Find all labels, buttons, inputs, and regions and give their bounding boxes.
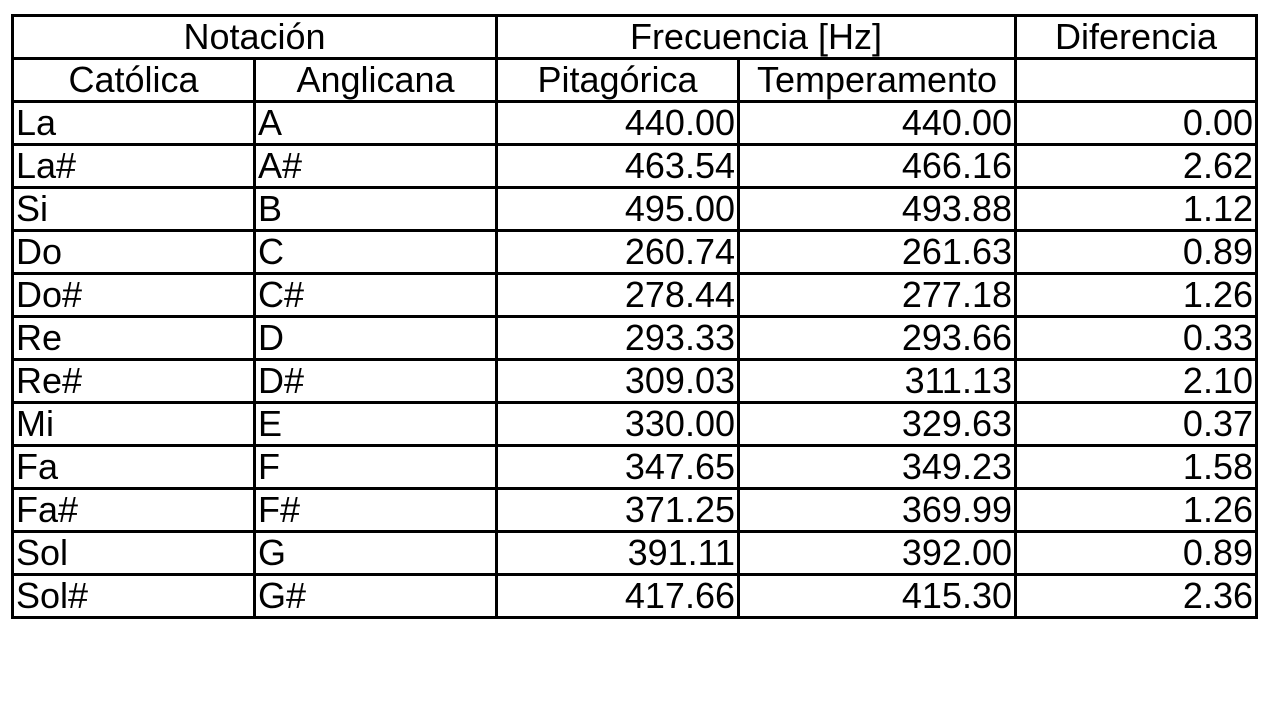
cell-diferencia: 0.37: [1014, 401, 1258, 447]
cell-temperamento: 311.13: [737, 358, 1017, 404]
cell-temperamento: 466.16: [737, 143, 1017, 189]
cell-pitagorica: 278.44: [495, 272, 740, 318]
cell-catolica: Sol#: [11, 573, 256, 619]
header-column-row: Católica Anglicana Pitagórica Temperamen…: [11, 57, 1258, 103]
cell-temperamento: 349.23: [737, 444, 1017, 490]
cell-temperamento: 493.88: [737, 186, 1017, 232]
cell-anglicana: G: [253, 530, 498, 576]
cell-temperamento: 261.63: [737, 229, 1017, 275]
header-group-frecuencia: Frecuencia [Hz]: [495, 14, 1017, 60]
cell-pitagorica: 371.25: [495, 487, 740, 533]
cell-catolica: Do#: [11, 272, 256, 318]
cell-anglicana: D#: [253, 358, 498, 404]
table-row: La A 440.00 440.00 0.00: [11, 100, 1258, 146]
header-group-diferencia: Diferencia: [1014, 14, 1258, 60]
table-row: Mi E 330.00 329.63 0.37: [11, 401, 1258, 447]
table-row: Do# C# 278.44 277.18 1.26: [11, 272, 1258, 318]
cell-temperamento: 415.30: [737, 573, 1017, 619]
table-row: Do C 260.74 261.63 0.89: [11, 229, 1258, 275]
cell-catolica: Re#: [11, 358, 256, 404]
cell-catolica: Mi: [11, 401, 256, 447]
cell-catolica: La: [11, 100, 256, 146]
header-group-row: Notación Frecuencia [Hz] Diferencia: [11, 14, 1258, 60]
cell-temperamento: 277.18: [737, 272, 1017, 318]
cell-diferencia: 2.10: [1014, 358, 1258, 404]
cell-anglicana: F#: [253, 487, 498, 533]
cell-anglicana: F: [253, 444, 498, 490]
cell-pitagorica: 417.66: [495, 573, 740, 619]
cell-anglicana: E: [253, 401, 498, 447]
cell-anglicana: C: [253, 229, 498, 275]
cell-catolica: Si: [11, 186, 256, 232]
cell-anglicana: C#: [253, 272, 498, 318]
cell-pitagorica: 330.00: [495, 401, 740, 447]
table-row: Sol G 391.11 392.00 0.89: [11, 530, 1258, 576]
cell-pitagorica: 440.00: [495, 100, 740, 146]
cell-catolica: Sol: [11, 530, 256, 576]
cell-catolica: Re: [11, 315, 256, 361]
cell-diferencia: 1.26: [1014, 487, 1258, 533]
cell-pitagorica: 391.11: [495, 530, 740, 576]
cell-temperamento: 293.66: [737, 315, 1017, 361]
header-pitagorica: Pitagórica: [495, 57, 740, 103]
cell-pitagorica: 260.74: [495, 229, 740, 275]
cell-diferencia: 2.36: [1014, 573, 1258, 619]
cell-anglicana: D: [253, 315, 498, 361]
cell-catolica: Do: [11, 229, 256, 275]
cell-temperamento: 369.99: [737, 487, 1017, 533]
table-row: Si B 495.00 493.88 1.12: [11, 186, 1258, 232]
cell-diferencia: 2.62: [1014, 143, 1258, 189]
cell-pitagorica: 293.33: [495, 315, 740, 361]
table-row: Re# D# 309.03 311.13 2.10: [11, 358, 1258, 404]
cell-diferencia: 0.89: [1014, 229, 1258, 275]
cell-temperamento: 392.00: [737, 530, 1017, 576]
table-header: Notación Frecuencia [Hz] Diferencia Cató…: [11, 14, 1258, 103]
header-catolica: Católica: [11, 57, 256, 103]
table-body: La A 440.00 440.00 0.00 La# A# 463.54 466.16 2.62…: [11, 100, 1258, 619]
cell-catolica: Fa: [11, 444, 256, 490]
cell-diferencia: 0.89: [1014, 530, 1258, 576]
cell-pitagorica: 463.54: [495, 143, 740, 189]
header-anglicana: Anglicana: [253, 57, 498, 103]
cell-diferencia: 1.12: [1014, 186, 1258, 232]
cell-temperamento: 329.63: [737, 401, 1017, 447]
cell-diferencia: 1.26: [1014, 272, 1258, 318]
table-row: Re D 293.33 293.66 0.33: [11, 315, 1258, 361]
cell-diferencia: 0.00: [1014, 100, 1258, 146]
table-row: La# A# 463.54 466.16 2.62: [11, 143, 1258, 189]
cell-catolica: Fa#: [11, 487, 256, 533]
cell-anglicana: G#: [253, 573, 498, 619]
cell-anglicana: A: [253, 100, 498, 146]
cell-anglicana: B: [253, 186, 498, 232]
cell-catolica: La#: [11, 143, 256, 189]
header-group-notacion: Notación: [11, 14, 498, 60]
cell-diferencia: 1.58: [1014, 444, 1258, 490]
table-row: Sol# G# 417.66 415.30 2.36: [11, 573, 1258, 619]
cell-pitagorica: 347.65: [495, 444, 740, 490]
cell-pitagorica: 495.00: [495, 186, 740, 232]
header-temperamento: Temperamento: [737, 57, 1017, 103]
table-row: Fa F 347.65 349.23 1.58: [11, 444, 1258, 490]
cell-anglicana: A#: [253, 143, 498, 189]
cell-diferencia: 0.33: [1014, 315, 1258, 361]
cell-temperamento: 440.00: [737, 100, 1017, 146]
frequency-table: Notación Frecuencia [Hz] Diferencia Cató…: [11, 14, 1258, 619]
header-diferencia-empty: [1014, 57, 1258, 103]
cell-pitagorica: 309.03: [495, 358, 740, 404]
table-row: Fa# F# 371.25 369.99 1.26: [11, 487, 1258, 533]
